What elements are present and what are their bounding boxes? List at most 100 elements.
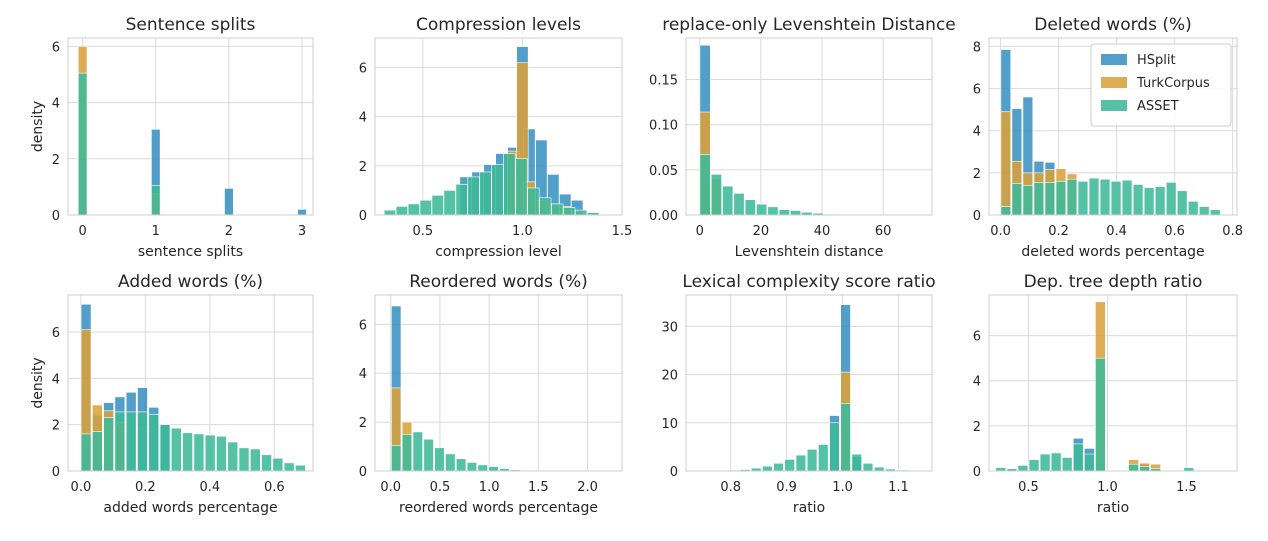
bar-asset — [851, 453, 862, 472]
chart-panel-6: 0.0 0.5 1.0 1.5 2.0 0 2 4 6 Reordered words (%) re… — [359, 272, 623, 516]
legend-swatch-hsplit — [1101, 54, 1127, 65]
y-tick-label: 0 — [359, 209, 367, 224]
x-axis-label: reordered words percentage — [399, 500, 598, 516]
bar-asset — [1198, 206, 1210, 216]
bar-asset — [1110, 180, 1122, 216]
x-tick-label: 0.0 — [990, 224, 1011, 239]
plot-frame — [988, 294, 1238, 472]
chart-panel-5: 0.0 0.2 0.4 0.6 0 2 4 6 Added words (%) added wor… — [30, 272, 314, 516]
bar-asset — [1066, 178, 1078, 216]
bar-asset — [527, 187, 540, 216]
x-tick-label: 0.8 — [720, 480, 741, 495]
bar-asset — [1028, 459, 1040, 472]
panel-title: Deleted words (%) — [1034, 15, 1192, 35]
chart-panel-4: 0.0 0.2 0.4 0.6 0.8 0 2 4 6 8 Deleted words (%) del… — [973, 15, 1243, 260]
bar-asset — [862, 462, 874, 472]
bar-asset — [1128, 463, 1139, 472]
bar-asset — [148, 413, 160, 472]
x-tick-label: 1.5 — [528, 480, 549, 495]
y-tick-label: 0 — [52, 465, 60, 480]
bar-asset — [204, 434, 216, 472]
bar-asset — [710, 174, 722, 216]
y-tick-label: 2 — [973, 167, 981, 182]
y-tick-label: 4 — [52, 97, 60, 112]
panel-title: Dep. tree depth ratio — [1024, 272, 1203, 292]
y-tick-label: 6 — [973, 83, 981, 98]
bar-asset — [840, 403, 851, 472]
y-tick-label: 0.10 — [649, 119, 678, 134]
y-axis-label: density — [30, 357, 46, 408]
x-tick-label: 0.4 — [199, 480, 220, 495]
x-axis-label: added words percentage — [103, 500, 277, 516]
bar-asset — [467, 176, 480, 216]
plot-frame — [67, 294, 314, 472]
y-tick-label: 0.00 — [649, 209, 678, 224]
bar-asset — [261, 454, 272, 472]
bar-asset — [216, 435, 227, 472]
bar-asset — [1139, 466, 1150, 472]
bar-asset — [1072, 443, 1084, 472]
bar-asset — [515, 158, 528, 216]
bar-asset — [1061, 457, 1073, 472]
x-axis-label: ratio — [1097, 500, 1129, 516]
bar-asset — [182, 432, 193, 472]
x-tick-label: 0.5 — [1018, 480, 1039, 495]
x-tick-label: 0.6 — [264, 480, 285, 495]
bar-asset — [1022, 185, 1034, 216]
panel-title: replace-only Levenshtein Distance — [662, 15, 956, 35]
bar-asset — [756, 203, 768, 216]
panel-title: Reordered words (%) — [409, 272, 588, 292]
bar-asset — [762, 465, 773, 472]
y-tick-label: 4 — [359, 367, 367, 382]
bar-asset — [503, 153, 516, 216]
bar-asset — [412, 431, 423, 472]
bar-asset — [401, 434, 413, 472]
bar-asset — [443, 190, 456, 216]
x-tick-label: 1.0 — [832, 480, 853, 495]
y-tick-label: 6 — [973, 330, 981, 345]
bar-asset — [1050, 452, 1062, 472]
x-tick-label: 0 — [696, 224, 704, 239]
bar-asset — [1099, 178, 1111, 216]
chart-panel-2: 0.5 1.0 1.5 0 2 4 6 Compression levels compressi… — [359, 15, 633, 260]
chart-panel-1: 0 1 2 3 0 2 4 6 Sentence splits sentence splits de… — [30, 15, 314, 260]
bar-asset — [171, 427, 182, 472]
y-tick-label: 0 — [359, 465, 367, 480]
y-tick-label: 6 — [359, 62, 367, 77]
bar-asset — [383, 209, 397, 216]
bar-asset — [829, 422, 840, 472]
bar-asset — [193, 433, 205, 472]
chart-panel-8: 0.5 1.0 1.5 0 2 4 6 Dep. tree depth ratio ratio — [973, 272, 1238, 516]
x-tick-label: 0.0 — [380, 480, 401, 495]
x-tick-label: 0.9 — [776, 480, 797, 495]
y-tick-label: 6 — [359, 318, 367, 333]
bar-asset — [1011, 183, 1023, 216]
bar-asset — [1132, 184, 1144, 216]
bar-asset — [1165, 182, 1177, 216]
x-tick-label: 2 — [225, 224, 233, 239]
bar-asset — [272, 457, 284, 472]
x-tick-label: 1.1 — [888, 480, 909, 495]
bar-asset — [491, 164, 504, 216]
y-tick-label: 4 — [52, 372, 60, 387]
x-tick-label: 2.0 — [577, 480, 598, 495]
bar-asset — [1176, 190, 1188, 216]
y-tick-label: 0 — [670, 465, 678, 480]
bar-asset — [159, 424, 171, 472]
plot-frame — [374, 37, 623, 216]
x-tick-label: 20 — [753, 224, 770, 239]
bar-asset — [1077, 180, 1089, 216]
bar-asset — [466, 462, 478, 472]
bar-turkcorpus — [1000, 111, 1012, 216]
y-tick-label: 0 — [973, 209, 981, 224]
bar-asset — [434, 447, 445, 472]
bar-asset — [1084, 453, 1095, 472]
x-tick-label: 1.0 — [1097, 480, 1118, 495]
x-tick-label: 0.6 — [1164, 224, 1185, 239]
x-tick-label: 0 — [78, 224, 86, 239]
panel-title: Added words (%) — [118, 272, 263, 292]
bar-asset — [873, 466, 885, 472]
bar-asset — [699, 154, 711, 216]
y-tick-label: 2 — [359, 416, 367, 431]
